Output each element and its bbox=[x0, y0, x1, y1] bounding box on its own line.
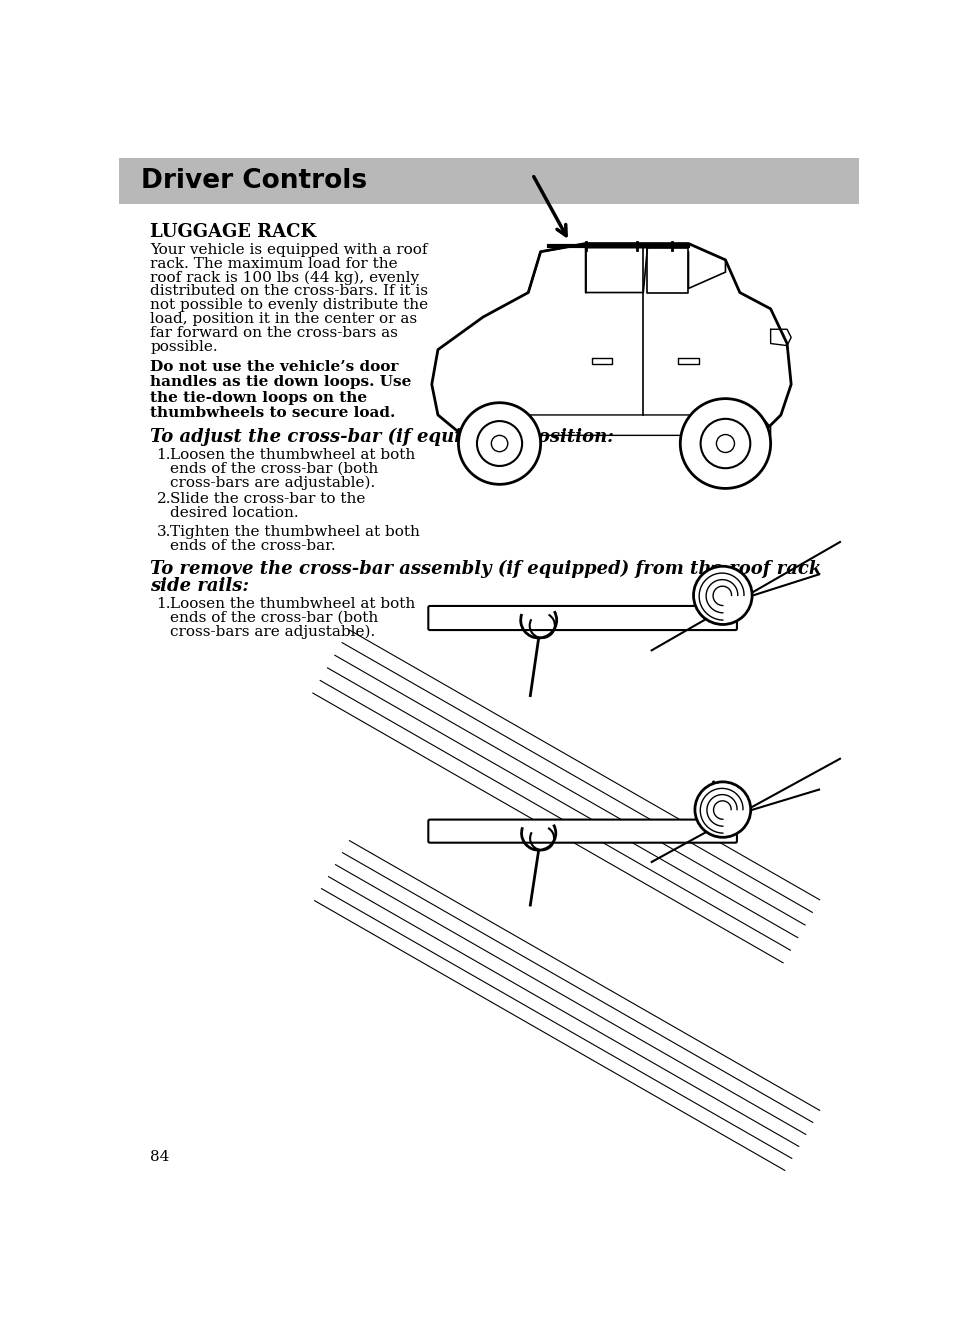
Text: the tie-down loops on the: the tie-down loops on the bbox=[150, 390, 367, 405]
Text: Driver Controls: Driver Controls bbox=[141, 169, 367, 194]
Text: 84: 84 bbox=[150, 1149, 170, 1164]
Circle shape bbox=[476, 420, 521, 467]
Text: possible.: possible. bbox=[150, 340, 217, 353]
Text: rack. The maximum load for the: rack. The maximum load for the bbox=[150, 257, 397, 270]
FancyBboxPatch shape bbox=[428, 820, 736, 842]
Text: Your vehicle is equipped with a roof: Your vehicle is equipped with a roof bbox=[150, 243, 427, 257]
Text: not possible to evenly distribute the: not possible to evenly distribute the bbox=[150, 298, 428, 312]
Text: To adjust the cross-bar (if equipped) position:: To adjust the cross-bar (if equipped) po… bbox=[150, 427, 614, 445]
Text: side rails:: side rails: bbox=[150, 577, 249, 594]
Text: To remove the cross-bar assembly (if equipped) from the roof rack: To remove the cross-bar assembly (if equ… bbox=[150, 560, 821, 579]
Text: far forward on the cross-bars as: far forward on the cross-bars as bbox=[150, 326, 397, 340]
Text: 3.: 3. bbox=[156, 525, 171, 539]
Circle shape bbox=[694, 782, 750, 837]
FancyBboxPatch shape bbox=[428, 606, 736, 630]
Text: distributed on the cross-bars. If it is: distributed on the cross-bars. If it is bbox=[150, 285, 428, 298]
Bar bbox=[119, 158, 858, 204]
Text: desired location.: desired location. bbox=[171, 506, 298, 521]
Text: 1.: 1. bbox=[156, 597, 171, 612]
Text: 1.: 1. bbox=[156, 448, 171, 461]
Text: roof rack is 100 lbs (44 kg), evenly: roof rack is 100 lbs (44 kg), evenly bbox=[150, 270, 419, 285]
Text: ends of the cross-bar.: ends of the cross-bar. bbox=[171, 539, 335, 552]
Circle shape bbox=[700, 419, 749, 468]
Text: LUGGAGE RACK: LUGGAGE RACK bbox=[150, 223, 316, 241]
Text: Loosen the thumbwheel at both: Loosen the thumbwheel at both bbox=[171, 597, 416, 612]
Text: thumbwheels to secure load.: thumbwheels to secure load. bbox=[150, 406, 395, 420]
Text: 2.: 2. bbox=[156, 493, 171, 506]
Text: cross-bars are adjustable).: cross-bars are adjustable). bbox=[171, 476, 375, 490]
Text: Tighten the thumbwheel at both: Tighten the thumbwheel at both bbox=[171, 525, 420, 539]
Circle shape bbox=[679, 398, 770, 489]
Text: Do not use the vehicle’s door: Do not use the vehicle’s door bbox=[150, 360, 398, 374]
Text: Slide the cross-bar to the: Slide the cross-bar to the bbox=[171, 493, 365, 506]
Text: ends of the cross-bar (both: ends of the cross-bar (both bbox=[171, 612, 378, 625]
Text: handles as tie down loops. Use: handles as tie down loops. Use bbox=[150, 376, 411, 389]
Text: load, position it in the center or as: load, position it in the center or as bbox=[150, 312, 417, 326]
Circle shape bbox=[693, 567, 751, 625]
Text: ends of the cross-bar (both: ends of the cross-bar (both bbox=[171, 461, 378, 476]
Text: Loosen the thumbwheel at both: Loosen the thumbwheel at both bbox=[171, 448, 416, 461]
Text: cross-bars are adjustable).: cross-bars are adjustable). bbox=[171, 625, 375, 639]
Circle shape bbox=[458, 403, 540, 484]
